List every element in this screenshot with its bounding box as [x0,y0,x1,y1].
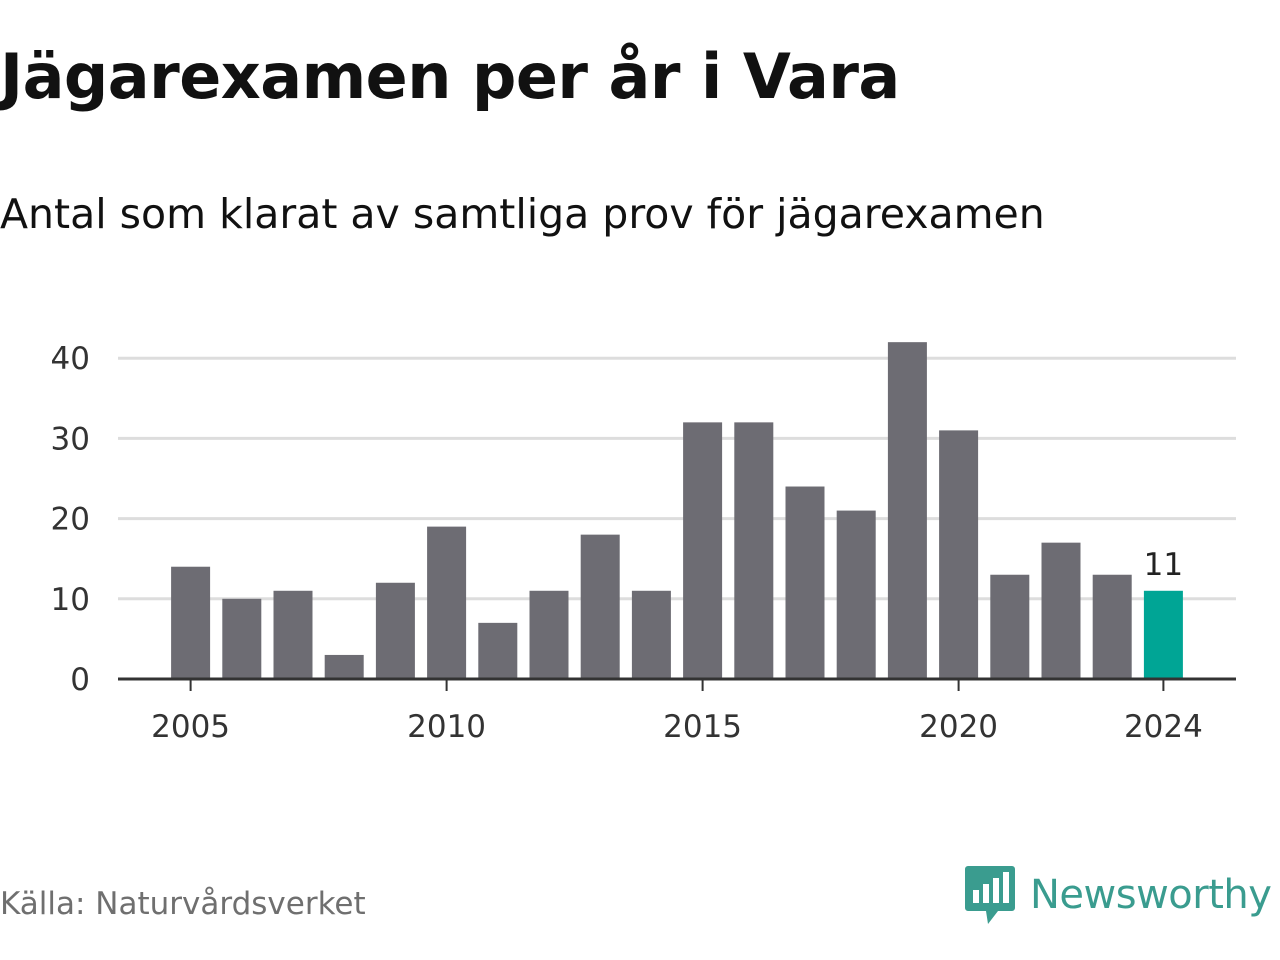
brand-name: Newsworthy [1030,872,1272,918]
bar-2020 [939,430,979,679]
bar-2010 [427,526,467,679]
bar-chart: 0 10 20 30 40 2005 2010 2015 2020 2024 11 [51,341,1236,745]
bars [171,342,1183,679]
bar-2023 [1092,574,1132,679]
bar-2012 [529,590,569,679]
bar-2007 [273,590,313,679]
newsworthy-logo: Newsworthy [964,864,1272,926]
y-tick-label-30: 30 [51,421,90,457]
bar-2015 [683,422,723,679]
bar-2009 [375,582,415,679]
x-tick-label-2010: 2010 [407,709,486,745]
x-tick-label-2020: 2020 [919,709,998,745]
source-note: Källa: Naturvårdsverket [0,886,366,922]
y-tick-label-40: 40 [51,341,90,377]
newsworthy-bar-chart-icon [965,866,1015,924]
bar-2022 [1041,542,1081,679]
y-tick-label-0: 0 [70,662,90,698]
bar-2017 [785,486,825,679]
chart-title: Jägarexamen per år i Vara [0,40,900,113]
x-tick-label-2015: 2015 [663,709,742,745]
bar-2014 [631,590,671,679]
y-tick-label-20: 20 [51,502,90,538]
bar-2016 [734,422,774,679]
bar-2011 [478,622,518,679]
bar-2005 [171,566,211,679]
y-axis-ticks: 0 10 20 30 40 [51,341,90,698]
bar-2006 [222,598,262,679]
bar-2019 [887,342,927,679]
bar-2024 [1143,590,1183,679]
bar-2018 [836,510,876,679]
x-tick-label-2024: 2024 [1124,709,1203,745]
chart-subtitle: Antal som klarat av samtliga prov för jä… [0,190,1045,238]
y-tick-label-10: 10 [51,582,90,618]
x-tick-label-2005: 2005 [151,709,230,745]
x-axis-ticks: 2005 2010 2015 2020 2024 [151,679,1203,745]
bar-2021 [990,574,1030,679]
bar-2013 [580,534,620,679]
bar-2008 [324,654,364,679]
data-label-2024: 11 [1144,547,1183,583]
data-labels: 11 [1144,547,1183,583]
